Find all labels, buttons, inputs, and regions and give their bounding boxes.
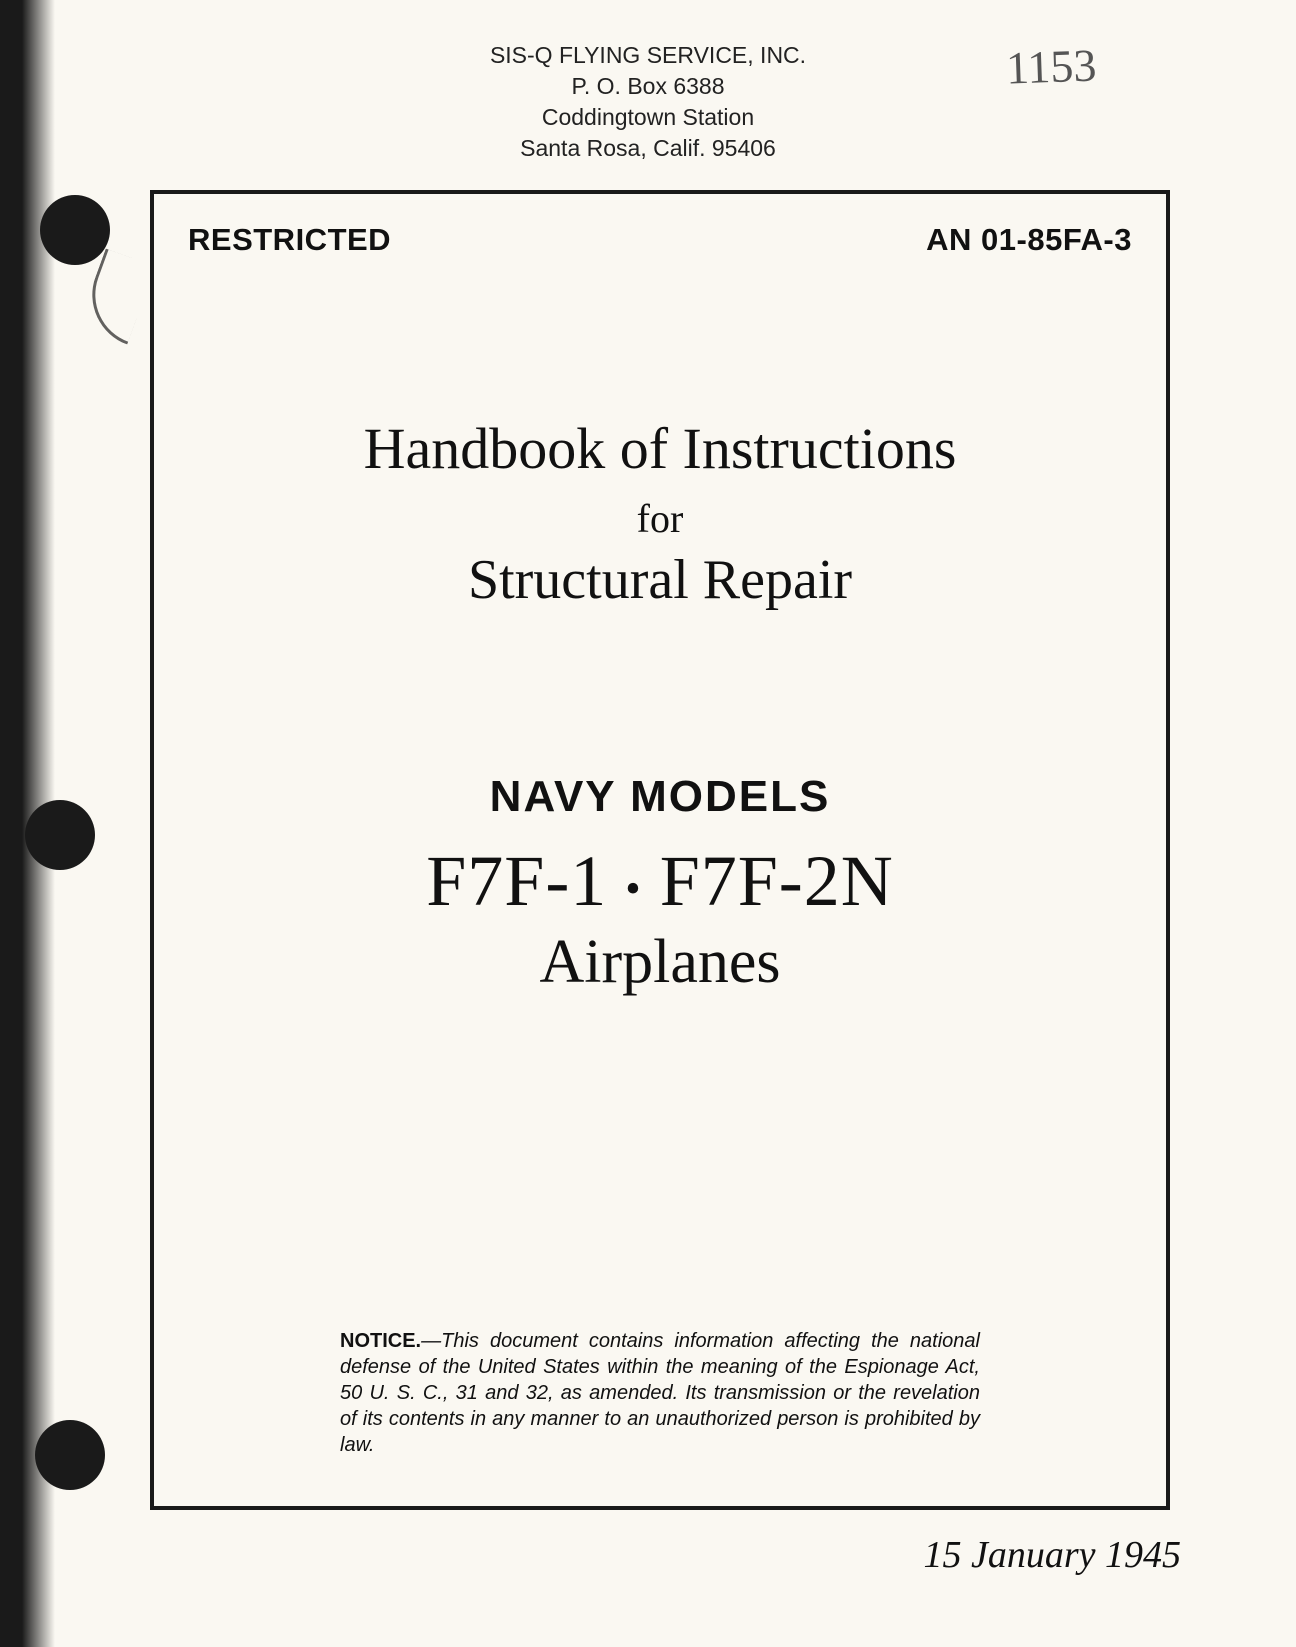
model-2: F7F-2N <box>660 841 894 921</box>
issue-date: 15 January 1945 <box>923 1533 1181 1577</box>
notice-text: —This document contains information affe… <box>340 1330 980 1456</box>
navy-models-label: NAVY MODELS <box>154 772 1166 822</box>
stamp-line: Santa Rosa, Calif. 95406 <box>490 133 806 164</box>
title-line2: Structural Repair <box>154 548 1166 612</box>
document-number: AN 01-85FA-3 <box>926 222 1132 258</box>
address-stamp: SIS-Q FLYING SERVICE, INC. P. O. Box 638… <box>490 40 806 164</box>
stamp-line: SIS-Q FLYING SERVICE, INC. <box>490 40 806 71</box>
stamp-line: P. O. Box 6388 <box>490 71 806 102</box>
restricted-label: RESTRICTED <box>188 222 391 258</box>
separator-dot: • <box>625 864 641 913</box>
notice-block: NOTICE.—This document contains informati… <box>340 1328 980 1458</box>
stamp-line: Coddingtown Station <box>490 102 806 133</box>
box-header: RESTRICTED AN 01-85FA-3 <box>154 194 1166 258</box>
scan-artifact-curve <box>77 248 155 344</box>
airplanes-label: Airplanes <box>154 927 1166 998</box>
models-block: NAVY MODELS F7F-1 • F7F-2N Airplanes <box>154 772 1166 998</box>
handwritten-annotation: 1153 <box>1005 38 1097 94</box>
document-page: SIS-Q FLYING SERVICE, INC. P. O. Box 638… <box>0 0 1296 1647</box>
punch-hole <box>40 195 110 265</box>
title-box: RESTRICTED AN 01-85FA-3 Handbook of Inst… <box>150 190 1170 1510</box>
title-line1: Handbook of Instructions <box>154 408 1166 489</box>
punch-hole <box>35 1420 105 1490</box>
punch-hole <box>25 800 95 870</box>
model-numbers: F7F-1 • F7F-2N <box>154 840 1166 923</box>
notice-label: NOTICE. <box>340 1330 421 1352</box>
model-1: F7F-1 <box>426 841 607 921</box>
title-for: for <box>154 495 1166 542</box>
title-block: Handbook of Instructions for Structural … <box>154 408 1166 612</box>
